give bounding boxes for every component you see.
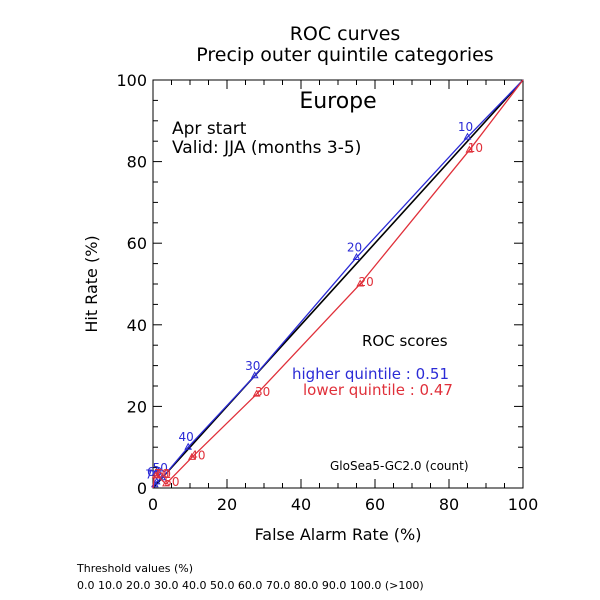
lower-quintile-threshold-label: 30 (255, 385, 270, 399)
higher-quintile-threshold-label: 60 (147, 465, 162, 479)
region-label: Europe (299, 89, 376, 114)
higher-quintile-threshold-label: 30 (245, 359, 260, 373)
y-tick-label: 60 (127, 234, 147, 253)
chart-title: ROC curves (290, 23, 401, 45)
higher-quintile-threshold-label: 20 (347, 240, 362, 254)
lower-quintile-point (188, 452, 196, 460)
chart-subtitle: Precip outer quintile categories (196, 44, 493, 66)
higher-quintile-point (463, 132, 472, 140)
higher-quintile-point (184, 442, 192, 450)
higher-quintile-line (152, 79, 524, 488)
lower-quintile-point (162, 479, 170, 487)
lower-quintile-point (356, 279, 365, 287)
valid-label: Valid: JJA (months 3-5) (172, 138, 361, 158)
no-skill-diagonal (152, 79, 524, 489)
roc-scores-title: ROC scores (362, 332, 448, 350)
lower-quintile-point (252, 389, 261, 397)
y-axis-label: Hit Rate (%) (82, 235, 101, 332)
higher-quintile-threshold-label: 10 (458, 120, 473, 134)
lower-quintile-threshold-label: 50 (164, 475, 179, 489)
x-tick-label: 80 (439, 495, 459, 514)
y-tick-label: 20 (127, 397, 147, 416)
threshold-values: 0.0 10.0 20.0 30.0 40.0 50.0 60.0 70.0 8… (77, 579, 424, 592)
x-axis-label: False Alarm Rate (%) (255, 525, 422, 544)
lower-quintile-point (153, 471, 162, 479)
y-tick-label: 100 (116, 71, 147, 90)
axes: 0 20 40 60 80 100 0 20 40 60 80 100 (116, 71, 538, 514)
y-tick-label: 40 (127, 316, 147, 335)
higher-quintile-point (250, 371, 259, 379)
x-tick-label: 40 (291, 495, 311, 514)
lower-quintile-threshold-label: 60 (156, 467, 171, 481)
x-tick-label: 60 (365, 495, 385, 514)
y-tick-label: 0 (137, 479, 147, 498)
higher-quintile-threshold-label: 50 (153, 461, 168, 475)
lower-quintile-score: lower quintile : 0.47 (303, 381, 453, 399)
model-label: GloSea5-GC2.0 (count) (330, 459, 469, 473)
higher-quintile-point (152, 477, 161, 485)
higher-quintile-score: higher quintile : 0.51 (292, 365, 449, 383)
lower-quintile-threshold-label: 20 (359, 275, 374, 289)
higher-quintile-point (352, 252, 361, 260)
y-tick-label: 80 (127, 153, 147, 172)
threshold-title: Threshold values (%) (76, 562, 193, 575)
x-tick-label: 20 (217, 495, 237, 514)
lower-quintile-point (465, 145, 474, 153)
x-tick-label: 100 (508, 495, 539, 514)
lower-quintile-threshold-label: 40 (190, 448, 205, 462)
x-tick-label: 0 (148, 495, 158, 514)
lower-quintile-threshold-label: 10 (468, 141, 483, 155)
start-label: Apr start (172, 119, 247, 139)
higher-quintile-threshold-label: 40 (179, 430, 194, 444)
